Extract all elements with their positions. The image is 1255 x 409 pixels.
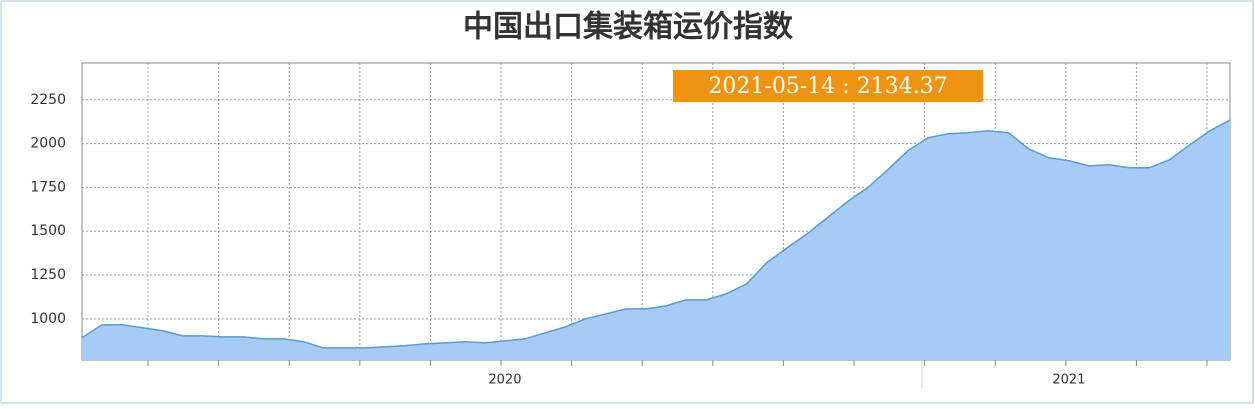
y-tick-label: 1000	[30, 311, 66, 327]
y-tick-label: 2000	[30, 136, 66, 152]
y-tick-label: 1750	[30, 179, 66, 195]
line	[81, 119, 1231, 349]
x-tick-label: 2021	[1052, 373, 1085, 388]
annotation-box	[673, 70, 983, 102]
y-tick-label: 1500	[30, 223, 66, 239]
x-tick-label: 2020	[488, 373, 521, 388]
y-tick-label: 1250	[30, 267, 66, 283]
area	[82, 120, 1230, 361]
y-tick-label: 2250	[30, 92, 66, 108]
chart-title: 中国出口集装箱运价指数	[463, 10, 794, 45]
annotation: 2021-05-14 : 2134.37	[708, 74, 947, 99]
